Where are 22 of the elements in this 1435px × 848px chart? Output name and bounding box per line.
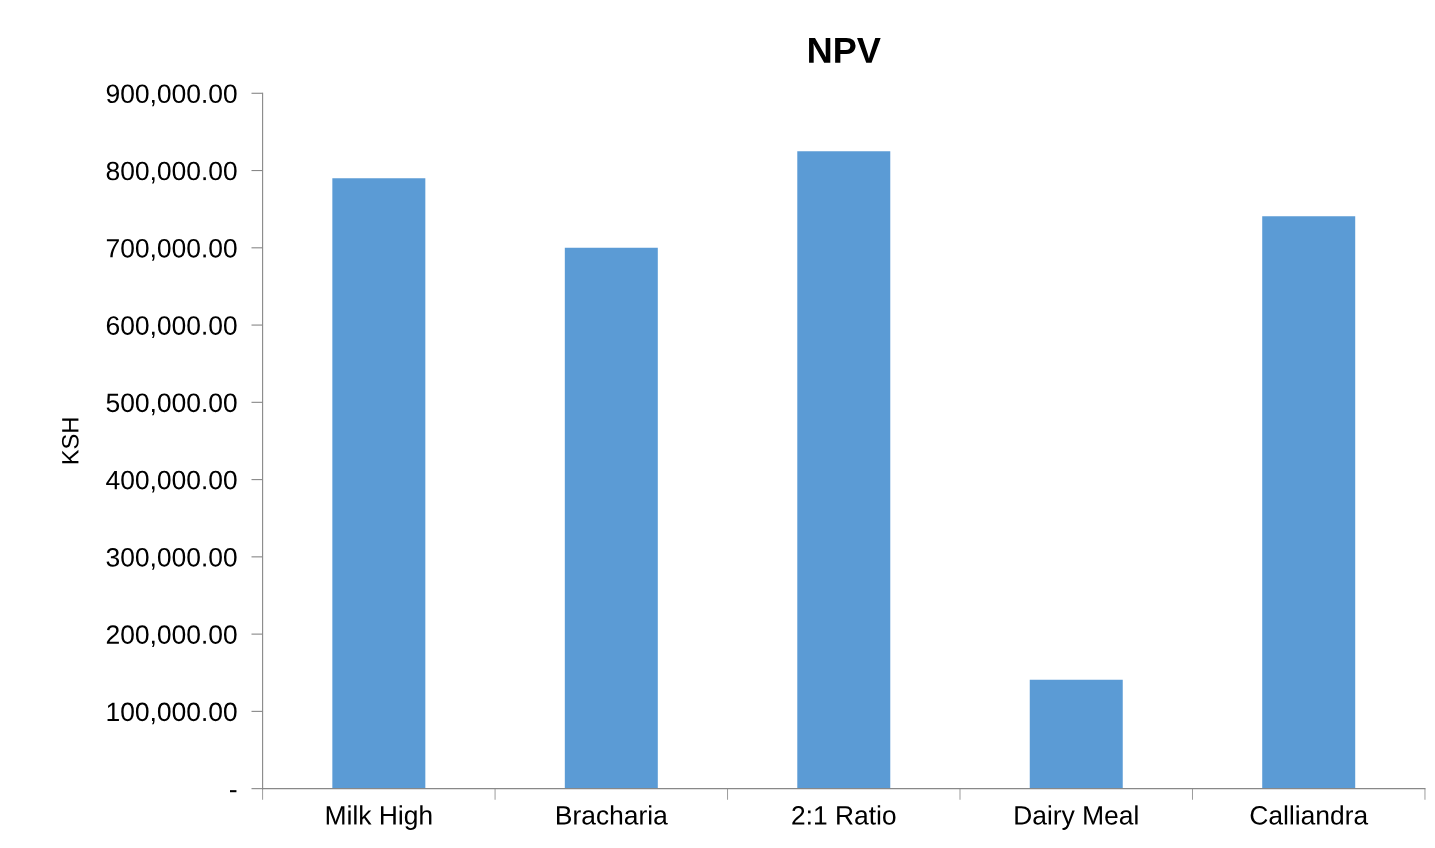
x-tick-label: Dairy Meal [1015,805,1138,830]
y-tick-label: 700,000.00 [106,238,237,261]
chart-title: NPV [809,37,881,63]
bar [332,178,426,789]
bar [1262,216,1356,789]
x-tick-label: Calliandra [1250,805,1369,825]
y-tick-label: 400,000.00 [106,470,237,493]
bar [797,151,891,789]
y-tick-label: 800,000.00 [106,161,237,184]
y-tick-label: 900,000.00 [106,84,237,107]
bar [564,247,658,789]
y-tick-label: 100,000.00 [107,702,237,725]
y-tick-label: 600,000.00 [106,316,237,339]
y-tick-label: 300,000.00 [106,547,237,570]
y-tick-label: 200,000.00 [106,625,237,648]
y-tick-label: 500,000.00 [106,393,237,416]
y-tick-label: - [229,790,237,793]
x-tick-label: Milk High [326,805,432,830]
y-axis-title: KSH [61,418,79,464]
x-tick-label: Bracharia [557,805,668,825]
x-tick-label: 2:1 Ratio [792,805,896,825]
bar [1029,679,1123,789]
